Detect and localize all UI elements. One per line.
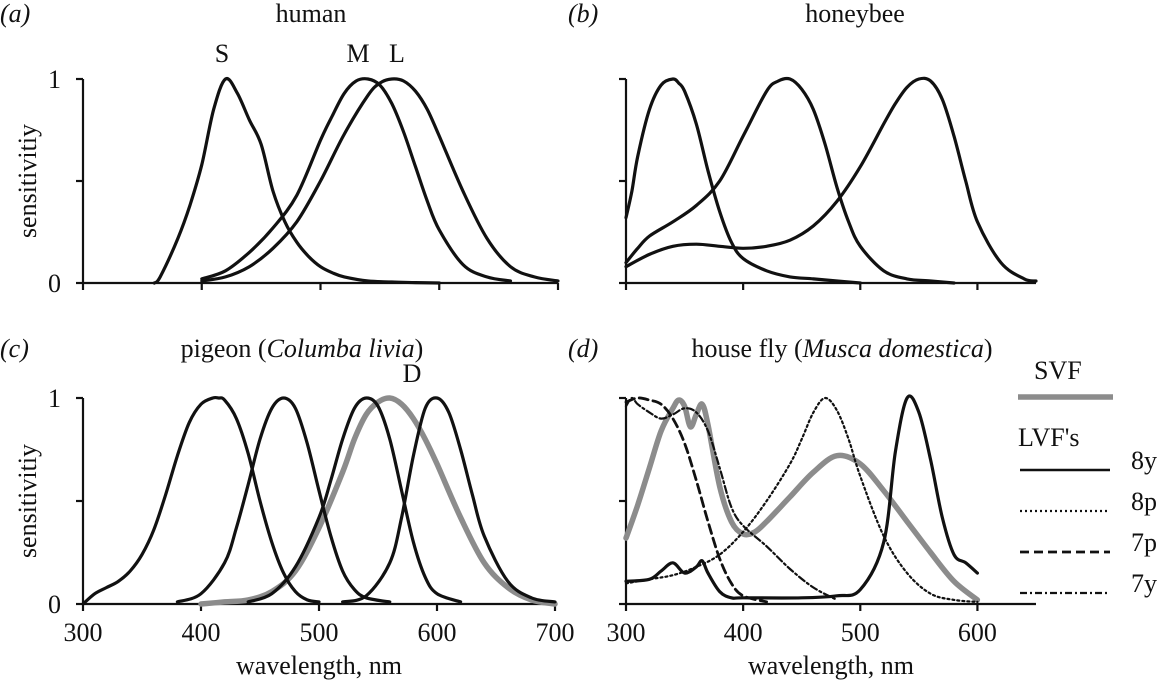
cone-label-m: M [346, 39, 369, 68]
y-axis-label: sensitivitiy [13, 444, 42, 558]
x-tick-label: 600 [418, 618, 457, 647]
y-tick-label: 0 [48, 590, 61, 619]
x-tick-label: 700 [536, 618, 575, 647]
panel-title: house fly (Musca domestica) [691, 334, 992, 363]
cone-label-l: L [389, 39, 405, 68]
panel-letter: (b) [568, 0, 598, 28]
series-line-3 [246, 396, 463, 604]
panel-2: (b) honeybee [568, 0, 1038, 290]
y-tick-label: 1 [48, 65, 61, 94]
x-tick-label: 500 [841, 618, 880, 647]
panel-letter: (a) [0, 0, 30, 28]
series-line-3 [624, 76, 1038, 283]
y-axis-label: sensitivitiy [13, 124, 42, 238]
x-tick-label: 400 [724, 618, 763, 647]
y-tick-label: 0 [48, 269, 61, 298]
cone-label-s: S [215, 39, 229, 68]
series-line-8p [624, 396, 979, 603]
panel-title: honeybee [805, 0, 905, 28]
series-line-7p [624, 396, 768, 604]
legend: SVF LVF's 8y 8p 7p 7y [1018, 356, 1157, 598]
panel-title: human [276, 0, 347, 28]
panel-3: (c) pigeon (Columba livia) 0 1 sensitivitiy 3… [0, 334, 575, 680]
series-line-m [200, 77, 513, 283]
y-tick-label: 1 [48, 384, 61, 413]
series-line-8y [624, 394, 979, 600]
x-tick-label: 400 [182, 618, 221, 647]
legend-label: 8y [1131, 446, 1157, 475]
legend-label: 7y [1131, 569, 1157, 598]
x-tick-label: 600 [958, 618, 997, 647]
x-axis-label: wavelength, nm [748, 651, 914, 680]
panel-title: pigeon (Columba livia) [181, 334, 424, 363]
legend-label: LVF's [1018, 423, 1080, 452]
series-annotation: D [403, 359, 422, 388]
series-line-2 [624, 76, 956, 285]
panel-letter: (d) [568, 334, 598, 363]
series-line-5 [341, 396, 557, 604]
x-axis-label: wavelength, nm [236, 651, 402, 680]
series-line-svf [623, 397, 981, 603]
series-line-l [200, 77, 560, 283]
legend-label: 8p [1131, 487, 1157, 516]
panel-4: (d) house fly (Musca domestica) 300 400 500 6… [568, 334, 1157, 680]
x-tick-label: 300 [64, 618, 103, 647]
series-line-1 [624, 77, 862, 285]
x-tick-label: 300 [607, 618, 646, 647]
legend-label: SVF [1034, 356, 1082, 385]
panel-letter: (c) [0, 334, 29, 363]
series-line-2 [175, 396, 392, 604]
series-line-1 [81, 395, 321, 606]
series-line-7y [624, 396, 838, 601]
x-tick-label: 500 [300, 618, 339, 647]
panel-1: (a) human 0 1 sensitivitiy [0, 0, 560, 298]
legend-label: 7p [1131, 528, 1157, 557]
series-line-s [152, 76, 441, 285]
